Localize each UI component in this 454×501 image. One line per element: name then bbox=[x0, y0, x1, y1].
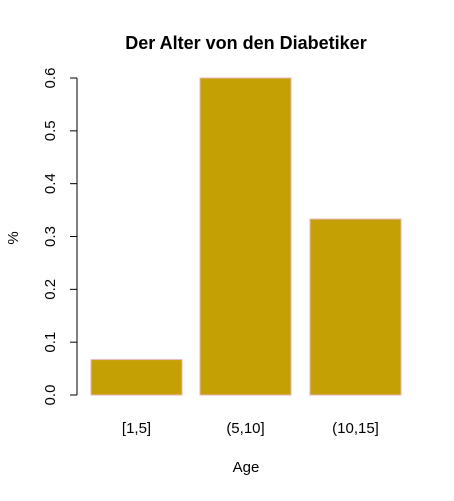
x-tick-label: (5,10] bbox=[226, 420, 264, 437]
chart-title: Der Alter von den Diabetiker bbox=[125, 33, 366, 53]
y-tick-label: 0.6 bbox=[42, 68, 59, 89]
y-tick-label: 0.1 bbox=[42, 332, 59, 353]
y-axis: 0.0 0.1 0.2 0.3 0.4 0.5 0.6 bbox=[42, 68, 78, 406]
bar bbox=[90, 359, 183, 396]
y-tick-label: 0.0 bbox=[42, 385, 59, 406]
bar bbox=[309, 218, 402, 396]
x-axis-label: Age bbox=[233, 459, 260, 476]
y-tick-label: 0.5 bbox=[42, 120, 59, 141]
y-tick-label: 0.2 bbox=[42, 279, 59, 300]
x-tick-label: (10,15] bbox=[332, 420, 379, 437]
bars bbox=[90, 77, 402, 396]
bar bbox=[199, 77, 292, 396]
x-tick-labels: [1,5] (5,10] (10,15] bbox=[122, 420, 379, 437]
y-tick-label: 0.4 bbox=[42, 173, 59, 194]
y-tick-label: 0.3 bbox=[42, 226, 59, 247]
x-tick-label: [1,5] bbox=[122, 420, 151, 437]
y-axis-label: % bbox=[5, 231, 22, 244]
